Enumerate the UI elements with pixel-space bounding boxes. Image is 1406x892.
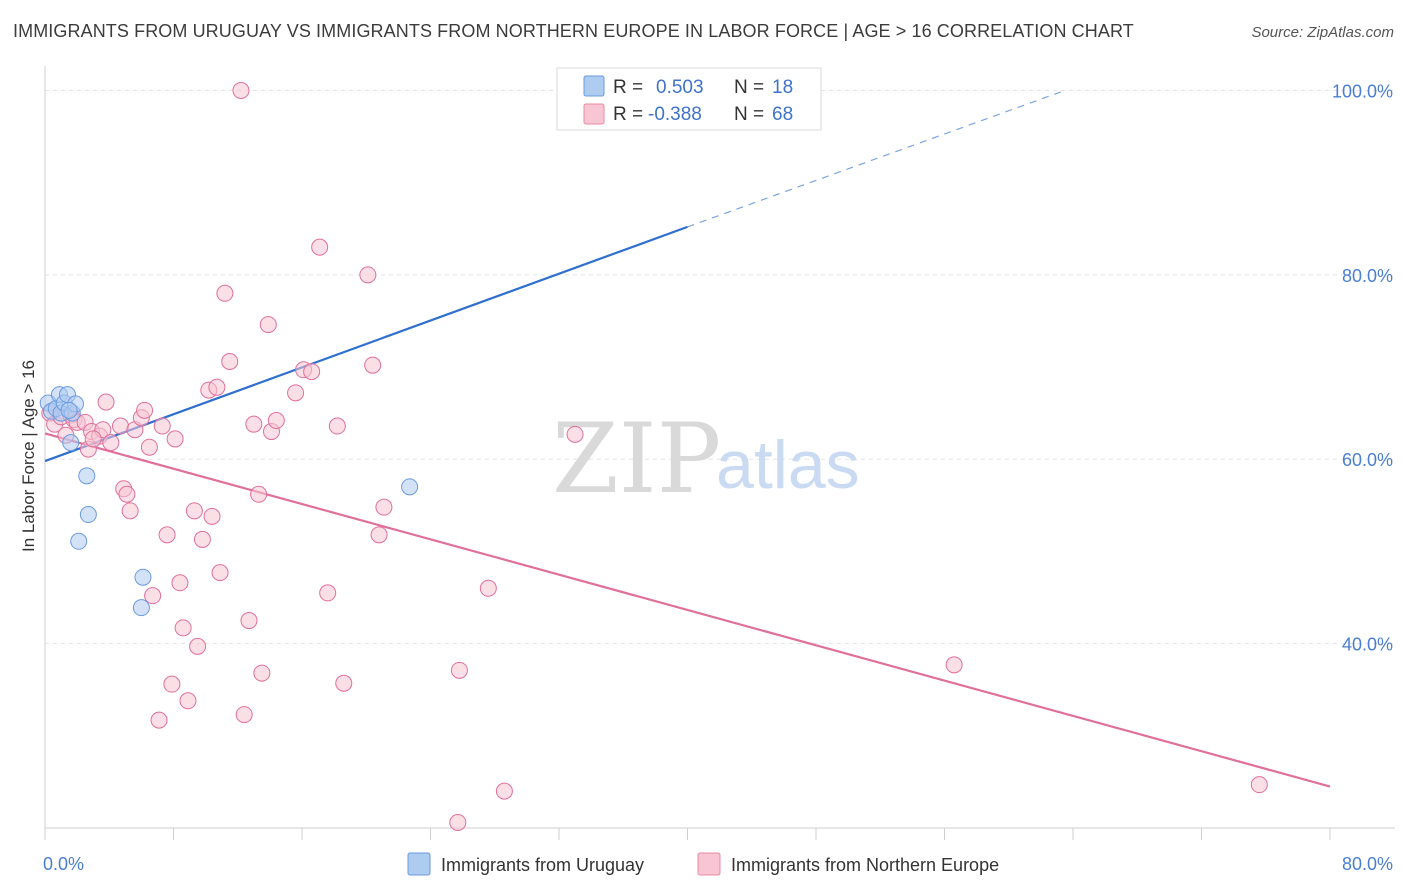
- legend-swatch-northern-europe: [583, 103, 605, 125]
- point-northern-europe: [250, 485, 268, 503]
- point-northern-europe: [84, 430, 102, 448]
- y-axis-title: In Labor Force | Age > 16: [19, 360, 38, 552]
- point-northern-europe: [174, 619, 192, 637]
- point-northern-europe: [221, 352, 239, 370]
- point-northern-europe: [311, 238, 329, 256]
- bottom-legend-swatch-uruguay: [407, 852, 431, 876]
- y-tick-label: 100.0%: [1332, 81, 1393, 101]
- point-northern-europe: [153, 417, 171, 435]
- point-northern-europe: [287, 384, 305, 402]
- point-northern-europe: [179, 692, 197, 710]
- point-northern-europe: [259, 316, 277, 334]
- point-northern-europe: [203, 507, 221, 525]
- bottom-legend-swatch-northern-europe: [697, 852, 721, 876]
- y-tick-label: 60.0%: [1342, 450, 1393, 470]
- point-northern-europe: [370, 526, 388, 544]
- point-northern-europe: [208, 378, 226, 396]
- point-northern-europe: [267, 411, 285, 429]
- bottom-legend: Immigrants from Uruguay Immigrants from …: [407, 852, 999, 876]
- x-tick-labels: 0.0% 80.0%: [43, 854, 1393, 874]
- legend-n-value-northern-europe: 68: [772, 104, 793, 125]
- point-northern-europe: [232, 81, 250, 99]
- point-uruguay: [62, 434, 80, 452]
- point-northern-europe: [253, 664, 271, 682]
- point-northern-europe: [335, 674, 353, 692]
- point-northern-europe: [111, 417, 129, 435]
- legend-r-value-uruguay: 0.503: [656, 77, 704, 98]
- point-northern-europe: [1250, 776, 1268, 794]
- point-northern-europe: [193, 530, 211, 548]
- point-northern-europe: [158, 526, 176, 544]
- point-northern-europe: [166, 430, 184, 448]
- trend-line-uruguay: [44, 225, 688, 463]
- point-northern-europe: [328, 417, 346, 435]
- point-northern-europe: [566, 425, 584, 443]
- point-northern-europe: [121, 502, 139, 520]
- legend-r-label: R =: [613, 77, 643, 98]
- point-northern-europe: [163, 675, 181, 693]
- x-tick-label: 80.0%: [1342, 854, 1393, 874]
- point-uruguay: [79, 506, 97, 524]
- y-tick-label: 40.0%: [1342, 635, 1393, 655]
- point-northern-europe: [97, 393, 115, 411]
- bottom-legend-label-northern-europe: Immigrants from Northern Europe: [731, 855, 999, 875]
- y-tick-label: 80.0%: [1342, 266, 1393, 286]
- axes: [44, 66, 1395, 840]
- point-northern-europe: [319, 584, 337, 602]
- point-northern-europe: [375, 498, 393, 516]
- point-northern-europe: [364, 356, 382, 374]
- watermark-atlas: atlas: [716, 427, 860, 503]
- bottom-legend-label-uruguay: Immigrants from Uruguay: [441, 855, 644, 875]
- point-northern-europe: [118, 485, 136, 503]
- point-northern-europe: [102, 434, 120, 452]
- point-northern-europe: [185, 502, 203, 520]
- point-northern-europe: [189, 637, 207, 655]
- point-northern-europe: [150, 711, 168, 729]
- point-northern-europe: [479, 579, 497, 597]
- legend-r-label: R =: [613, 104, 643, 125]
- point-northern-europe: [359, 266, 377, 284]
- chart-title: IMMIGRANTS FROM URUGUAY VS IMMIGRANTS FR…: [13, 21, 1134, 41]
- point-northern-europe: [945, 656, 963, 674]
- point-northern-europe: [171, 574, 189, 592]
- point-uruguay: [78, 467, 96, 485]
- legend-n-label: N =: [734, 77, 764, 98]
- point-northern-europe: [240, 612, 258, 630]
- point-uruguay: [132, 599, 150, 617]
- source-attribution: Source: ZipAtlas.com: [1251, 24, 1394, 41]
- point-northern-europe: [495, 782, 513, 800]
- point-northern-europe: [136, 401, 154, 419]
- legend-n-label: N =: [734, 104, 764, 125]
- point-northern-europe: [450, 661, 468, 679]
- point-uruguay: [70, 532, 88, 550]
- point-uruguay: [401, 478, 419, 496]
- point-northern-europe: [216, 284, 234, 302]
- scatter-points: [39, 81, 1268, 831]
- point-uruguay: [134, 568, 152, 586]
- point-northern-europe: [144, 587, 162, 605]
- point-northern-europe: [303, 363, 321, 381]
- gridlines: [45, 89, 1395, 645]
- point-northern-europe: [211, 564, 229, 582]
- point-northern-europe: [245, 415, 263, 433]
- legend-n-value-uruguay: 18: [772, 77, 793, 98]
- y-tick-labels: 40.0% 60.0% 80.0% 100.0%: [1332, 81, 1393, 654]
- legend-r-value-northern-europe: -0.388: [648, 104, 702, 125]
- x-tick-label: 0.0%: [43, 854, 84, 874]
- point-northern-europe: [449, 813, 467, 831]
- watermark-zip: ZIP: [552, 403, 721, 515]
- stats-legend: R = 0.503 N = 18 R = -0.388 N = 68: [556, 67, 822, 131]
- trend-line-uruguay-extension: [687, 89, 1066, 228]
- legend-swatch-uruguay: [583, 75, 605, 97]
- point-uruguay: [60, 401, 78, 419]
- point-northern-europe: [235, 706, 253, 724]
- point-northern-europe: [140, 438, 158, 456]
